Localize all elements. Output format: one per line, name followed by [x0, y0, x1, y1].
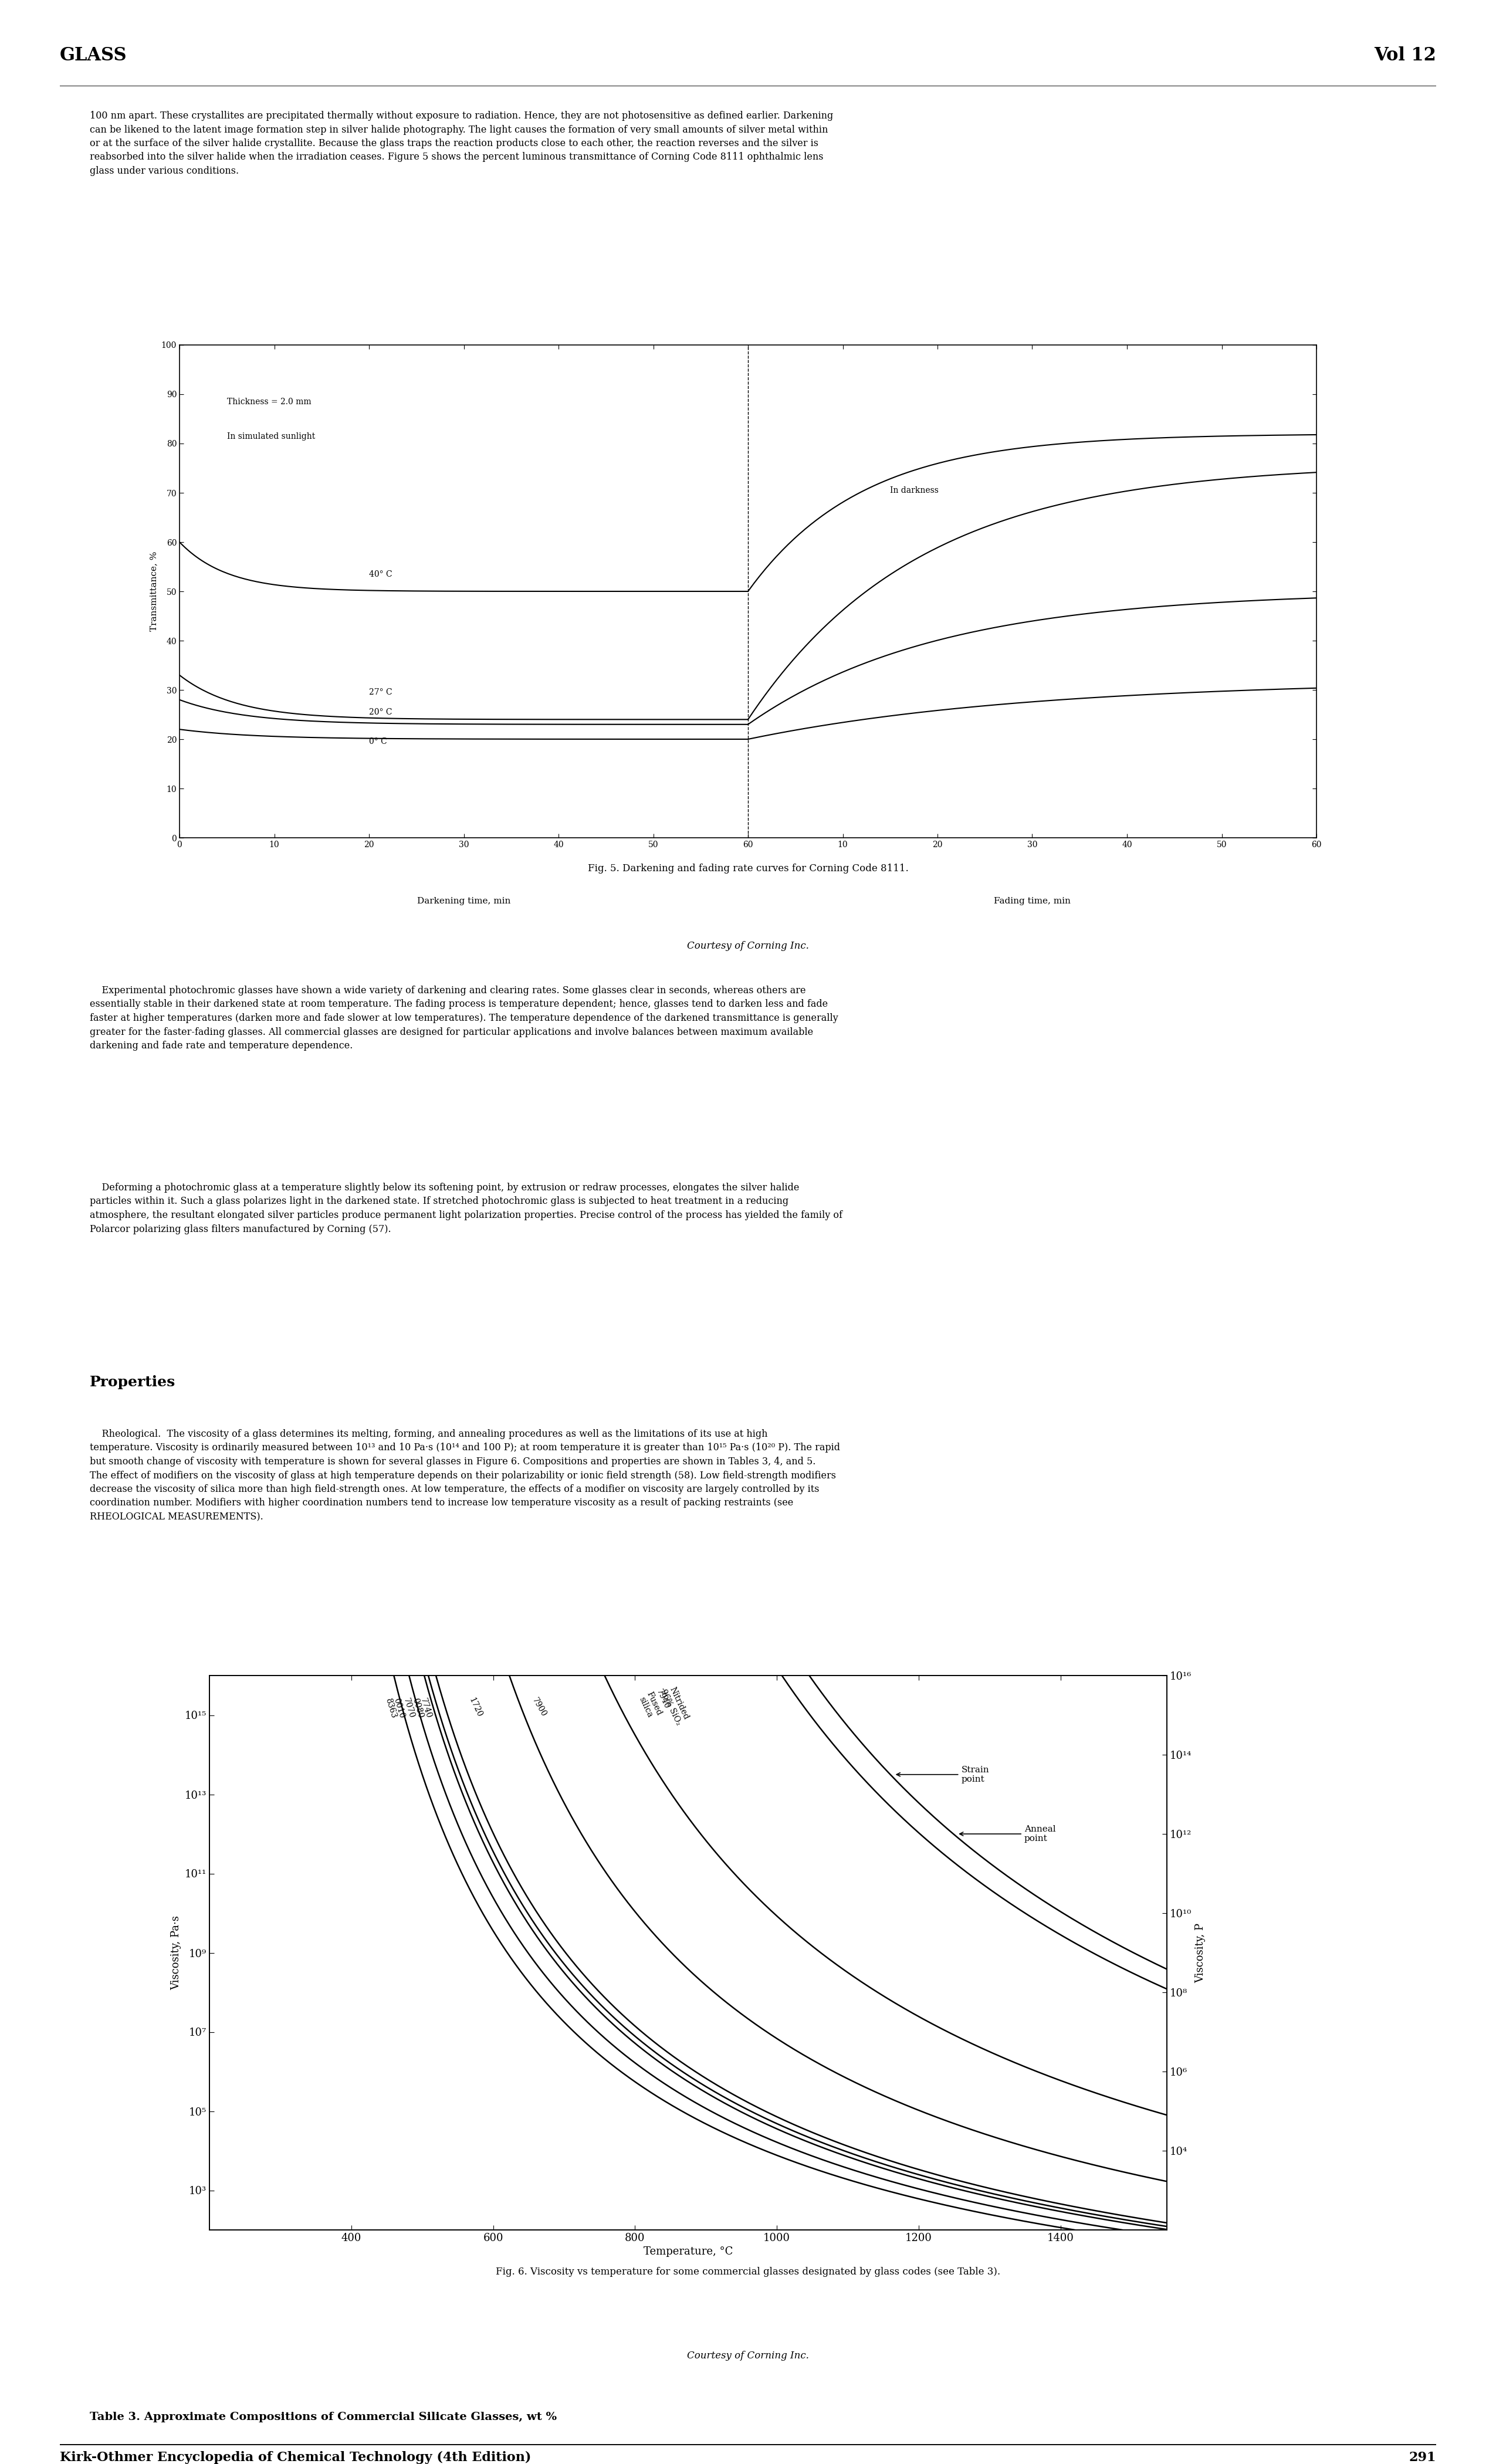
Text: Fading time, min: Fading time, min: [993, 897, 1071, 904]
X-axis label: Temperature, °C: Temperature, °C: [643, 2247, 733, 2257]
Text: Experimental photochromic glasses have shown a wide variety of darkening and cle: Experimental photochromic glasses have s…: [90, 986, 838, 1050]
Text: Table 3. Approximate Compositions of Commercial Silicate Glasses, wt %: Table 3. Approximate Compositions of Com…: [90, 2412, 557, 2422]
Text: Strain
point: Strain point: [896, 1767, 989, 1784]
Text: Darkening time, min: Darkening time, min: [417, 897, 510, 904]
Text: 7740: 7740: [419, 1698, 434, 1720]
Text: 1720: 1720: [467, 1695, 483, 1717]
Text: 291: 291: [1409, 2452, 1436, 2464]
Text: Thickness = 2.0 mm: Thickness = 2.0 mm: [227, 397, 311, 407]
Text: 0080: 0080: [411, 1698, 425, 1720]
Text: 7070: 7070: [402, 1698, 416, 1720]
Text: 8363: 8363: [384, 1698, 398, 1720]
Text: 40° C: 40° C: [370, 569, 392, 579]
Text: 100 nm apart. These crystallites are precipitated thermally without exposure to : 100 nm apart. These crystallites are pre…: [90, 111, 833, 175]
Y-axis label: Viscosity, Pa·s: Viscosity, Pa·s: [171, 1915, 181, 1991]
Text: Deforming a photochromic glass at a temperature slightly below its softening poi: Deforming a photochromic glass at a temp…: [90, 1183, 842, 1234]
Text: Properties: Properties: [90, 1375, 175, 1390]
Text: Nitrided
96% SiO₂: Nitrided 96% SiO₂: [658, 1685, 691, 1727]
Y-axis label: Transmittance, %: Transmittance, %: [150, 552, 159, 631]
Text: Courtesy of Corning Inc.: Courtesy of Corning Inc.: [687, 2351, 809, 2361]
Text: 0° C: 0° C: [370, 737, 387, 747]
Text: Kirk-Othmer Encyclopedia of Chemical Technology (4th Edition): Kirk-Othmer Encyclopedia of Chemical Tec…: [60, 2452, 531, 2464]
Text: In darkness: In darkness: [890, 485, 939, 495]
Text: GLASS: GLASS: [60, 47, 127, 64]
Text: 27° C: 27° C: [370, 687, 392, 697]
Text: 7940
Fused
silica: 7940 Fused silica: [637, 1685, 672, 1720]
Text: 7900: 7900: [531, 1695, 548, 1717]
Text: Vol 12: Vol 12: [1373, 47, 1436, 64]
Text: 0010: 0010: [392, 1698, 405, 1720]
Text: 20° C: 20° C: [370, 707, 392, 717]
Text: Courtesy of Corning Inc.: Courtesy of Corning Inc.: [687, 941, 809, 951]
Text: Rheological.  The viscosity of a glass determines its melting, forming, and anne: Rheological. The viscosity of a glass de…: [90, 1429, 841, 1523]
Text: Fig. 6. Viscosity vs temperature for some commercial glasses designated by glass: Fig. 6. Viscosity vs temperature for som…: [495, 2267, 1001, 2277]
Text: In simulated sunlight: In simulated sunlight: [227, 431, 316, 441]
Text: Anneal
point: Anneal point: [959, 1826, 1056, 1843]
Text: Fig. 5. Darkening and fading rate curves for Corning Code 8111.: Fig. 5. Darkening and fading rate curves…: [588, 862, 908, 875]
Y-axis label: Viscosity, P: Viscosity, P: [1195, 1922, 1206, 1984]
